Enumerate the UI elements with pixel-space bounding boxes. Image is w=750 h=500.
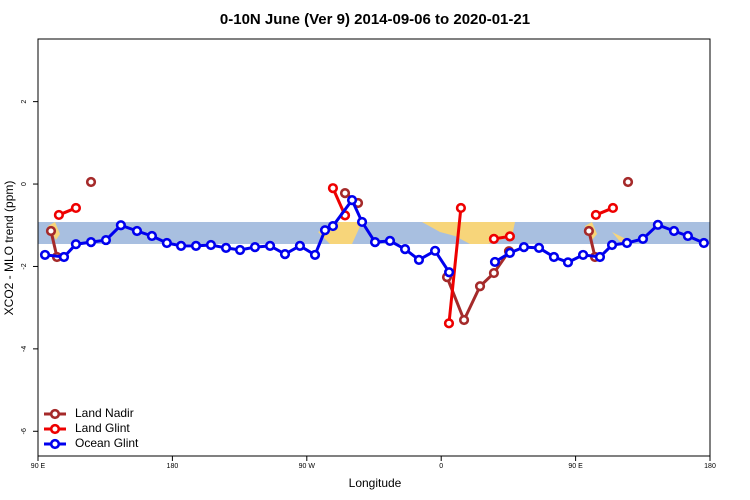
- point: [70, 202, 82, 214]
- point: [146, 230, 158, 242]
- point: [220, 242, 232, 254]
- plot-frame: [37, 38, 711, 457]
- point: [590, 209, 602, 221]
- x-tick-label: 90 E: [31, 463, 46, 470]
- point: [249, 241, 261, 253]
- point: [190, 240, 202, 251]
- latitude-band: [38, 222, 710, 244]
- point: [319, 225, 331, 236]
- point: [70, 239, 82, 250]
- legend-marker: [49, 408, 61, 420]
- point: [85, 237, 97, 248]
- point: [637, 233, 649, 244]
- point: [443, 318, 455, 329]
- y-axis-label: XCO2 - MLO trend (ppm): [2, 181, 16, 316]
- point: [474, 281, 486, 292]
- point: [488, 267, 500, 279]
- point: [606, 239, 618, 251]
- y-tick-label: -2: [21, 263, 28, 269]
- point: [455, 202, 467, 214]
- chart-title: 0-10N June (Ver 9) 2014-09-06 to 2020-01…: [220, 11, 530, 28]
- point: [327, 183, 339, 194]
- x-tick-label: 90 W: [299, 463, 316, 470]
- legend-label: Land Glint: [75, 421, 130, 435]
- point: [548, 251, 560, 263]
- point: [622, 176, 634, 188]
- y-tick-label: -4: [21, 346, 28, 352]
- point: [356, 216, 368, 228]
- point: [458, 314, 470, 326]
- point: [583, 225, 594, 237]
- point: [369, 237, 381, 248]
- point: [384, 235, 396, 247]
- point: [85, 176, 97, 188]
- point: [594, 251, 606, 263]
- point: [53, 209, 65, 221]
- y-tick-label: 2: [21, 100, 28, 104]
- point: [652, 219, 663, 230]
- point: [279, 248, 291, 260]
- x-tick-label: 180: [167, 463, 179, 470]
- point: [339, 188, 351, 199]
- point: [131, 225, 143, 237]
- point: [45, 225, 57, 237]
- point: [39, 249, 51, 261]
- x-tick-label: 90 E: [568, 463, 583, 470]
- point: [518, 241, 530, 253]
- point: [668, 225, 680, 237]
- legend-marker: [49, 438, 61, 450]
- point: [115, 220, 126, 231]
- point: [429, 245, 441, 256]
- point: [234, 244, 246, 256]
- point: [504, 247, 515, 258]
- series-line: [447, 207, 463, 324]
- point: [309, 249, 321, 261]
- point: [413, 254, 425, 265]
- point: [58, 251, 70, 263]
- legend-marker: [49, 423, 61, 435]
- point: [488, 233, 500, 244]
- legend-label: Land Nadir: [75, 406, 134, 420]
- point: [489, 256, 501, 268]
- x-tick-label: 180: [704, 463, 716, 470]
- point: [264, 240, 276, 251]
- point: [175, 240, 187, 251]
- point: [327, 220, 339, 232]
- legend-label: Ocean Glint: [75, 436, 139, 450]
- point: [504, 231, 515, 242]
- point: [444, 267, 455, 278]
- point: [607, 202, 619, 214]
- point: [621, 237, 633, 249]
- y-tick-label: 0: [21, 182, 28, 186]
- point: [577, 249, 589, 261]
- point: [533, 242, 545, 254]
- point: [100, 234, 112, 246]
- x-tick-label: 0: [439, 463, 443, 470]
- point: [562, 257, 574, 268]
- point: [682, 230, 693, 242]
- x-axis-label: Longitude: [349, 476, 402, 490]
- point: [161, 237, 172, 249]
- point: [205, 239, 217, 251]
- y-tick-label: -6: [21, 428, 28, 434]
- point: [294, 240, 306, 251]
- point: [698, 237, 709, 249]
- point: [399, 244, 411, 255]
- point: [346, 195, 358, 206]
